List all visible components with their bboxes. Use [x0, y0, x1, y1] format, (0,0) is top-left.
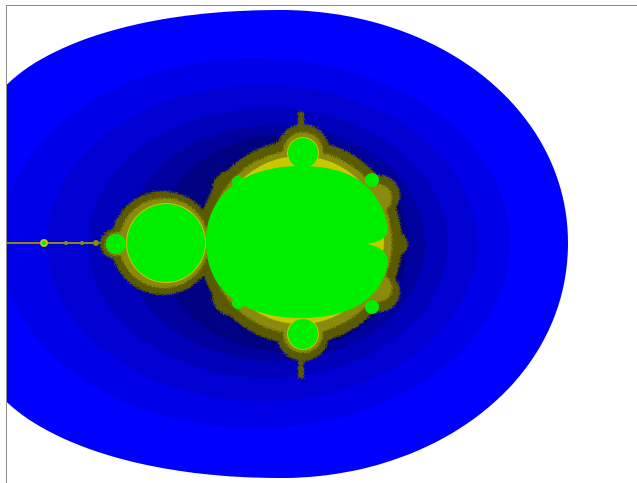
canvas-border-left — [6, 5, 7, 483]
antenna-filament — [7, 242, 110, 244]
antenna-minibrots — [40, 239, 99, 247]
canvas-border-top — [6, 5, 637, 6]
set-interior — [106, 138, 388, 349]
